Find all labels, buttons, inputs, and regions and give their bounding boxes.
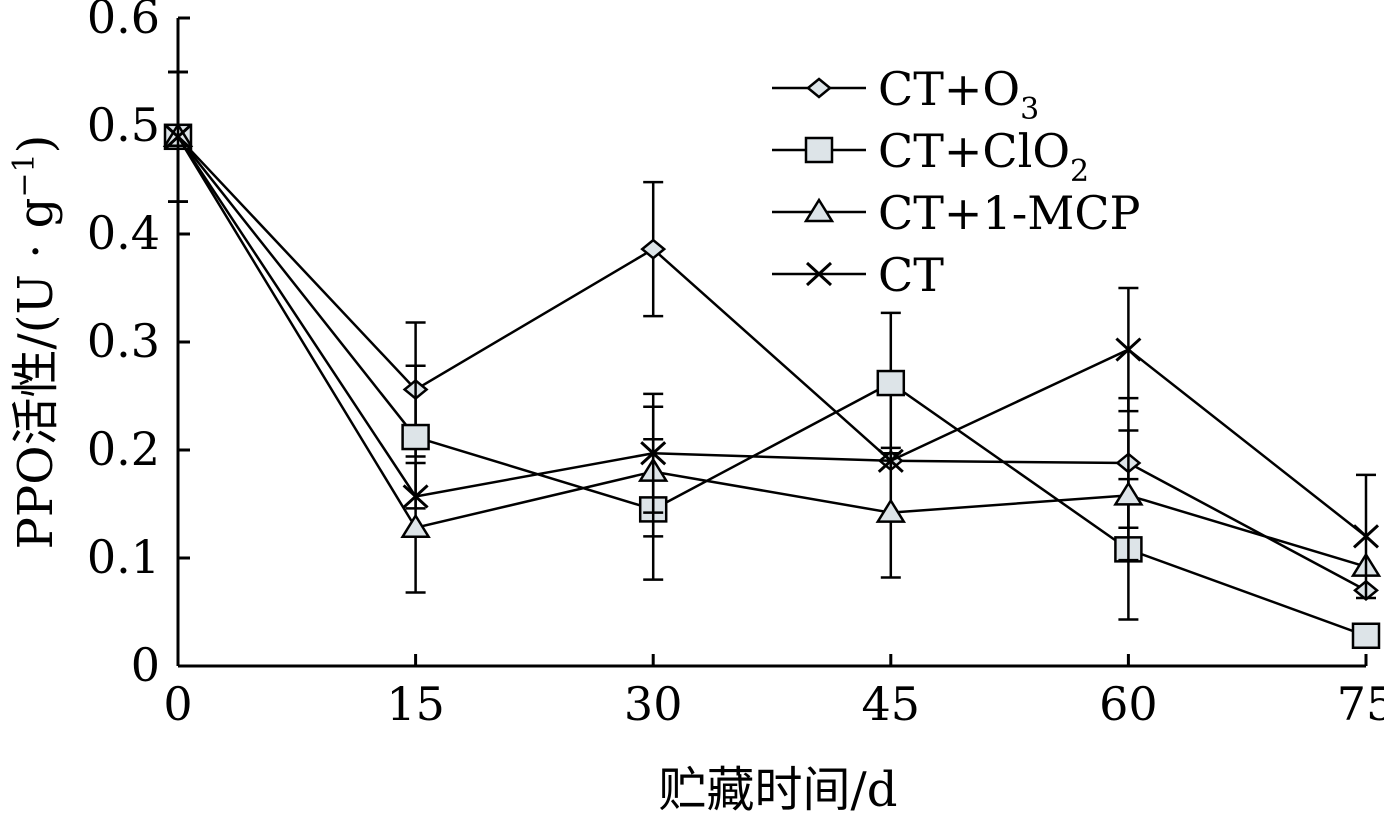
legend-label: CT+1-MCP <box>878 186 1140 240</box>
y-tick-label: 0.6 <box>87 0 160 44</box>
legend-label: CT+ClO2 <box>878 124 1089 189</box>
series-line <box>177 135 1367 592</box>
series-x <box>164 70 1380 600</box>
legend-label-main: CT+O <box>878 62 1020 116</box>
data-point <box>640 441 667 466</box>
y-axis-ticks: 0 0.1 0.2 0.3 0.4 0.5 0.6 <box>87 0 190 692</box>
y-tick-label: 0.2 <box>87 422 160 476</box>
series-line <box>177 136 1367 637</box>
x-tick-label: 75 <box>1337 677 1384 731</box>
x-tick-label: 60 <box>1099 677 1158 731</box>
legend-label: CT <box>878 248 944 302</box>
data-point <box>875 498 907 523</box>
data-point <box>402 484 429 509</box>
legend-label-main: CT <box>878 248 944 302</box>
data-point <box>640 238 667 260</box>
y-axis-title: PPO活性/(U · g−1) <box>7 135 64 550</box>
plot-area <box>162 70 1382 650</box>
data-point <box>164 124 192 149</box>
x-axis-title: 贮藏时间/d <box>659 762 898 817</box>
series-square <box>163 70 1381 650</box>
y-tick-label: 0 <box>131 638 160 692</box>
legend-marker <box>803 197 835 223</box>
data-point <box>876 369 906 397</box>
data-point <box>877 448 904 473</box>
legend-marker <box>805 261 833 287</box>
legend-entry: CT+O3 <box>772 62 1039 127</box>
legend-label-subscript: 3 <box>1020 92 1039 127</box>
data-point <box>1115 337 1142 362</box>
x-tick-label: 30 <box>624 677 683 731</box>
data-point <box>401 423 430 451</box>
legend-entry: CT+ClO2 <box>772 124 1089 189</box>
y-tick-label: 0.4 <box>87 206 160 260</box>
legend-entry: CT+1-MCP <box>772 186 1140 240</box>
data-point <box>400 513 431 539</box>
data-point <box>1113 480 1144 506</box>
y-axis-title-main: PPO活性/(U · g <box>8 198 64 550</box>
y-axis-title-superscript: −1 <box>7 153 42 197</box>
x-tick-label: 0 <box>163 677 192 731</box>
series-line <box>176 136 1367 568</box>
data-point <box>1352 524 1380 549</box>
x-axis-ticks: 0 15 30 45 60 75 <box>163 654 1384 731</box>
y-tick-label: 0.3 <box>87 314 160 368</box>
y-axis-title-close: ) <box>8 135 64 154</box>
y-tick-label: 0.1 <box>87 530 160 584</box>
legend-marker <box>806 77 832 99</box>
legend-label-main: CT+ClO <box>878 124 1070 178</box>
legend-entry: CT <box>772 248 944 302</box>
series-line <box>176 136 1367 538</box>
x-tick-label: 45 <box>862 677 921 731</box>
legend-label-subscript: 2 <box>1070 154 1089 189</box>
y-tick-label: 0.5 <box>87 98 160 152</box>
legend-marker <box>804 136 834 164</box>
axes <box>176 18 1366 668</box>
x-tick-label: 15 <box>386 677 445 731</box>
data-point <box>1351 622 1381 650</box>
legend-label: CT+O3 <box>878 62 1039 127</box>
legend-label-main: CT+1-MCP <box>878 186 1140 240</box>
